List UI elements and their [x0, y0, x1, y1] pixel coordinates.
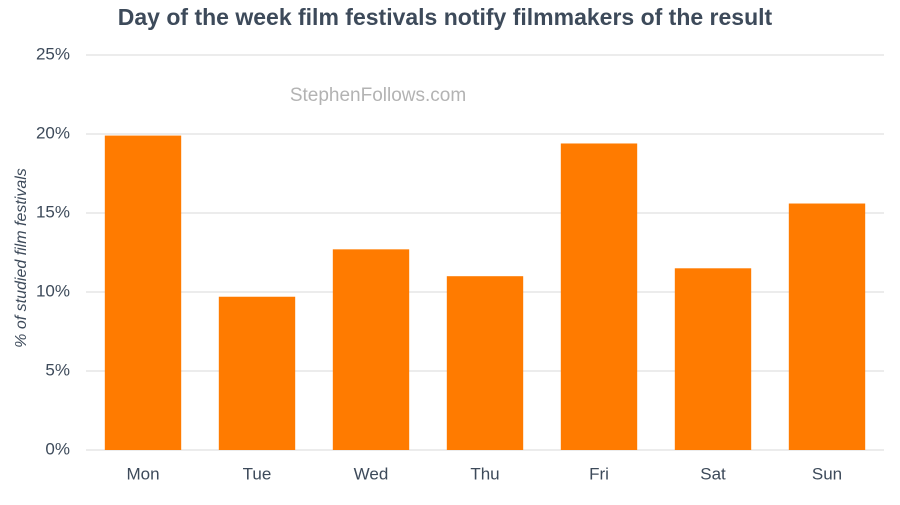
x-tick-label: Thu: [470, 464, 499, 483]
bar: [446, 276, 524, 450]
bar: [674, 268, 752, 450]
bar: [104, 135, 182, 450]
y-tick-label: 20%: [36, 123, 70, 142]
bar: [218, 296, 296, 450]
y-axis-label: % of studied film festivals: [13, 168, 30, 348]
bar: [788, 203, 866, 450]
x-tick-label: Mon: [126, 464, 159, 483]
chart-title: Day of the week film festivals notify fi…: [118, 4, 773, 30]
watermark: StephenFollows.com: [290, 85, 466, 106]
y-tick-label: 25%: [36, 44, 70, 63]
bar: [560, 143, 638, 451]
x-tick-label: Tue: [243, 464, 272, 483]
y-tick-label: 5%: [45, 360, 70, 379]
y-tick-label: 10%: [36, 281, 70, 300]
y-tick-label: 15%: [36, 202, 70, 221]
bar: [332, 249, 410, 450]
x-tick-label: Fri: [589, 464, 609, 483]
x-tick-label: Wed: [354, 464, 389, 483]
x-tick-label: Sat: [700, 464, 726, 483]
x-tick-label: Sun: [812, 464, 842, 483]
y-tick-label: 0%: [45, 439, 70, 458]
